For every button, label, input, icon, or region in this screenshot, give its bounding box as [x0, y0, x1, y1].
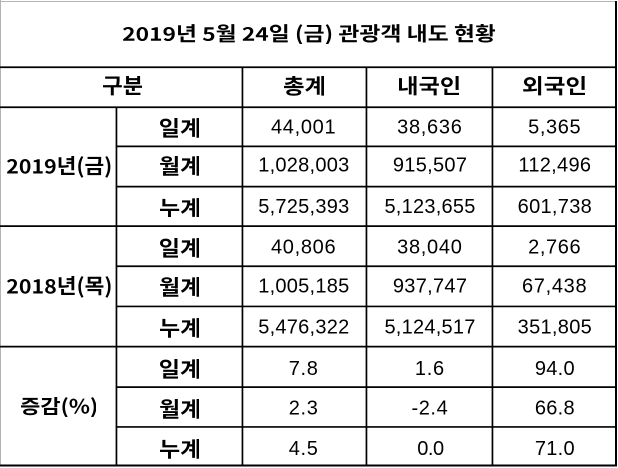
svg-text:-2.4: -2.4	[411, 398, 448, 420]
svg-text:38,040: 38,040	[397, 237, 462, 259]
svg-text:44,001: 44,001	[271, 116, 336, 138]
svg-text:0.0: 0.0	[417, 438, 444, 460]
svg-text:66.8: 66.8	[535, 398, 575, 420]
svg-text:38,636: 38,636	[397, 116, 462, 138]
svg-text:112,496: 112,496	[518, 154, 591, 176]
svg-text:5,476,322: 5,476,322	[258, 317, 349, 339]
svg-text:1,028,003: 1,028,003	[258, 154, 349, 176]
svg-text:67,438: 67,438	[522, 276, 587, 298]
svg-text:1,005,185: 1,005,185	[258, 276, 349, 298]
svg-text:5,365: 5,365	[528, 116, 581, 138]
svg-text:5,124,517: 5,124,517	[384, 317, 475, 339]
svg-text:5,725,393: 5,725,393	[258, 196, 349, 218]
svg-text:7.8: 7.8	[289, 358, 319, 380]
svg-text:937,747: 937,747	[393, 276, 467, 298]
svg-text:601,738: 601,738	[518, 196, 592, 218]
svg-text:915,507: 915,507	[393, 154, 467, 176]
svg-text:71.0: 71.0	[535, 438, 575, 460]
svg-text:2.3: 2.3	[289, 398, 319, 420]
svg-text:5,123,655: 5,123,655	[384, 196, 475, 218]
svg-text:2,766: 2,766	[528, 237, 581, 259]
svg-text:351,805: 351,805	[518, 317, 592, 339]
svg-text:1.6: 1.6	[415, 358, 445, 380]
svg-text:4.5: 4.5	[289, 438, 319, 460]
svg-text:40,806: 40,806	[271, 237, 336, 259]
svg-text:94.0: 94.0	[535, 358, 575, 380]
